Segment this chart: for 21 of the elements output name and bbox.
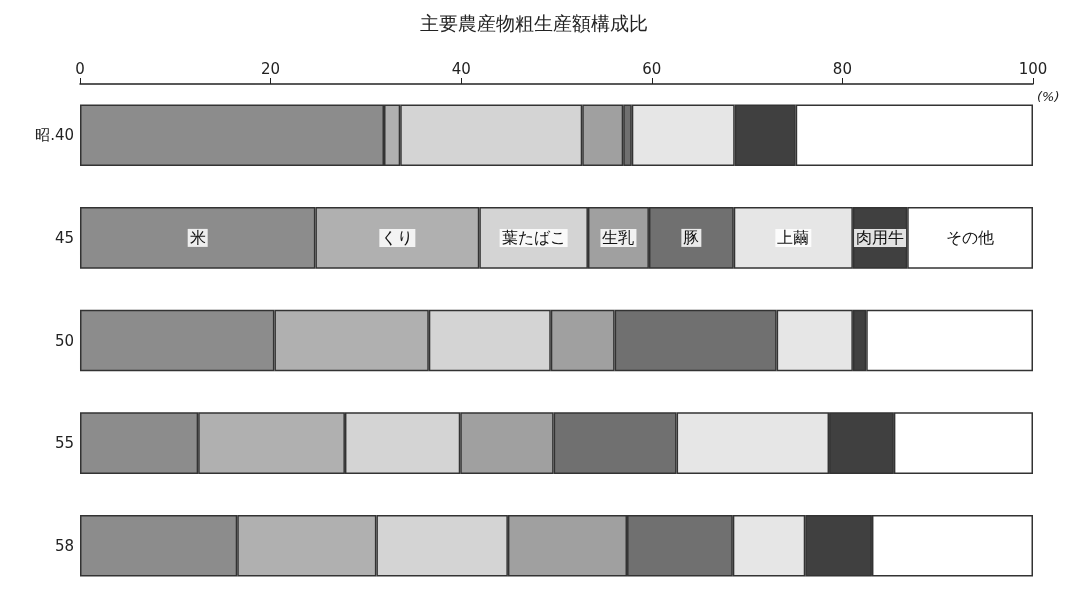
x-tick-label: 100 <box>1018 59 1048 78</box>
x-tick-label: 80 <box>832 59 852 78</box>
x-tick-label: 0 <box>75 59 85 78</box>
y-tick-label: 50 <box>54 331 74 350</box>
y-tick-label: 45 <box>54 228 74 247</box>
series-label: 肉用牛 <box>856 228 905 248</box>
x-axis-title: (%) <box>1037 89 1060 104</box>
x-tick-label: 40 <box>451 59 471 78</box>
series-label: その他 <box>946 228 995 248</box>
y-tick-label: 55 <box>54 434 74 453</box>
series-label: 米 <box>189 228 206 248</box>
x-tick-label: 60 <box>642 59 662 78</box>
series-label: 上繭 <box>777 228 810 248</box>
series-label: 豚 <box>683 228 700 248</box>
series-label: くり <box>381 228 414 248</box>
series-label: 葉たばこ <box>501 228 566 248</box>
chart-title: 主要農産物粗生産額構成比 <box>419 11 648 34</box>
y-tick-label: 58 <box>54 536 74 555</box>
x-tick-label: 20 <box>261 59 281 78</box>
series-label: 生乳 <box>602 228 635 248</box>
y-tick-label: 昭.40 <box>35 126 74 145</box>
